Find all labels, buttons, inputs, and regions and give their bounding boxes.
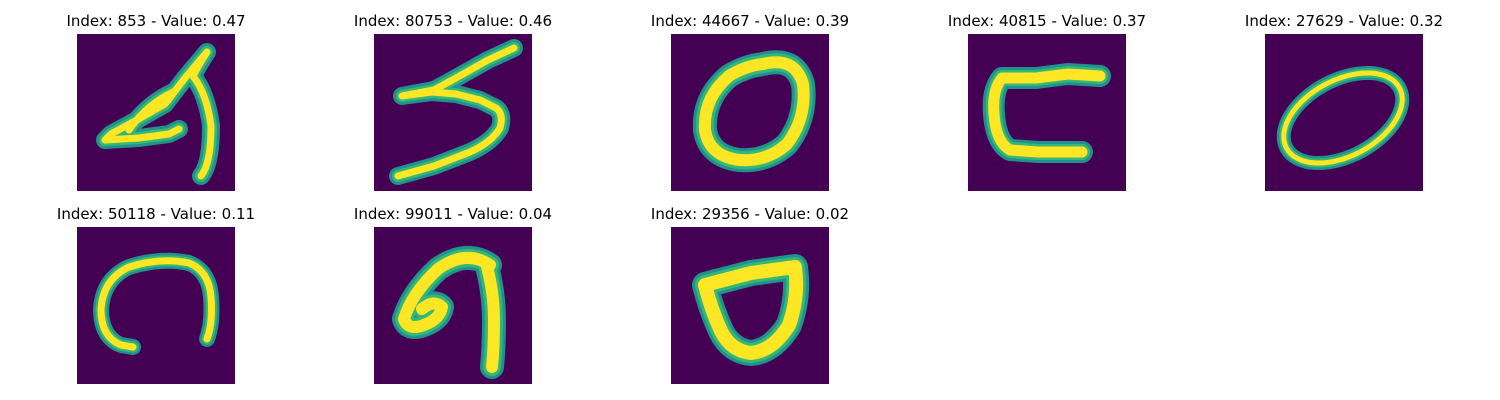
digit-image-5 xyxy=(374,34,532,191)
panel-title: Index: 29356 - Value: 0.02 xyxy=(640,205,860,223)
digit-image-0 xyxy=(671,227,829,384)
digit-panel-7: Index: 99011 - Value: 0.04 xyxy=(343,205,603,385)
digit-image-4 xyxy=(77,34,235,191)
digit-panel-1: Index: 853 - Value: 0.47 xyxy=(46,12,306,192)
panel-title: Index: 27629 - Value: 0.32 xyxy=(1234,12,1454,30)
digit-image-0 xyxy=(671,34,829,191)
digit-image-c xyxy=(968,34,1126,191)
digit-image-arch xyxy=(77,227,235,384)
digit-panel-2: Index: 80753 - Value: 0.46 xyxy=(343,12,603,192)
panel-title: Index: 40815 - Value: 0.37 xyxy=(937,12,1157,30)
digit-panel-3: Index: 44667 - Value: 0.39 xyxy=(640,12,900,192)
digit-panel-4: Index: 40815 - Value: 0.37 xyxy=(937,12,1197,192)
panel-title: Index: 853 - Value: 0.47 xyxy=(46,12,266,30)
digit-panel-8: Index: 29356 - Value: 0.02 xyxy=(640,205,900,385)
panel-title: Index: 50118 - Value: 0.11 xyxy=(46,205,266,223)
panel-title: Index: 99011 - Value: 0.04 xyxy=(343,205,563,223)
digit-panel-5: Index: 27629 - Value: 0.32 xyxy=(1234,12,1494,192)
panel-title: Index: 44667 - Value: 0.39 xyxy=(640,12,860,30)
panel-title: Index: 80753 - Value: 0.46 xyxy=(343,12,563,30)
digit-image-9 xyxy=(374,227,532,384)
digit-image-0 xyxy=(1265,34,1423,191)
digit-panel-6: Index: 50118 - Value: 0.11 xyxy=(46,205,306,385)
